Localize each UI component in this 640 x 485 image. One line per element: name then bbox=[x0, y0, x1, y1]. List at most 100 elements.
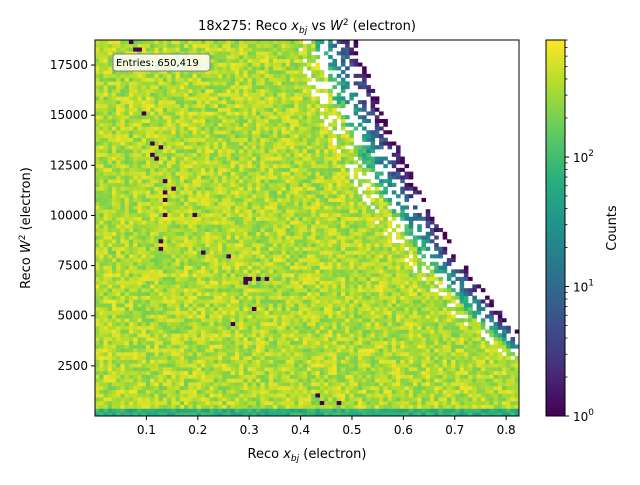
heatmap-cell bbox=[167, 374, 172, 379]
heatmap-cell bbox=[298, 145, 304, 150]
heatmap-cell bbox=[107, 197, 113, 202]
heatmap-cell bbox=[260, 322, 265, 327]
heatmap-cell bbox=[150, 359, 155, 364]
heatmap-cell bbox=[226, 400, 231, 406]
heatmap-cell bbox=[302, 382, 308, 387]
heatmap-cell bbox=[260, 58, 265, 63]
heatmap-cell bbox=[217, 348, 223, 353]
heatmap-cell bbox=[217, 197, 223, 202]
heatmap-cell bbox=[230, 355, 236, 360]
heatmap-cell bbox=[196, 400, 202, 406]
heatmap-cell bbox=[209, 85, 215, 90]
heatmap-cell bbox=[222, 370, 227, 375]
heatmap-cell bbox=[230, 231, 236, 236]
heatmap-cell bbox=[154, 111, 159, 116]
heatmap-cell bbox=[277, 367, 282, 372]
heatmap-cell bbox=[120, 209, 125, 214]
heatmap-cell bbox=[154, 81, 159, 86]
heatmap-cell bbox=[120, 303, 125, 308]
heatmap-cell bbox=[137, 160, 142, 165]
heatmap-cell bbox=[264, 400, 270, 406]
heatmap-cell bbox=[217, 118, 223, 124]
heatmap-cell bbox=[290, 348, 295, 353]
heatmap-cell bbox=[260, 246, 265, 251]
heatmap-cell bbox=[196, 179, 202, 184]
heatmap-cell bbox=[222, 393, 227, 398]
heatmap-cell bbox=[222, 137, 227, 142]
heatmap-cell bbox=[116, 164, 121, 169]
heatmap-cell bbox=[209, 370, 215, 375]
heatmap-cell bbox=[217, 205, 223, 210]
heatmap-cell bbox=[141, 190, 147, 195]
heatmap-cell bbox=[184, 314, 189, 319]
heatmap-cell bbox=[145, 355, 151, 360]
heatmap-cell bbox=[171, 85, 176, 90]
heatmap-cell bbox=[175, 179, 181, 184]
heatmap-cell bbox=[154, 160, 159, 165]
heatmap-cell bbox=[205, 269, 210, 274]
heatmap-cell bbox=[243, 88, 248, 93]
heatmap-cell bbox=[273, 231, 278, 236]
heatmap-cell bbox=[290, 126, 295, 131]
heatmap-cell bbox=[179, 261, 185, 266]
heatmap-cell bbox=[175, 355, 181, 360]
heatmap-cell bbox=[268, 73, 274, 78]
heatmap-cell bbox=[107, 393, 113, 398]
heatmap-cell bbox=[256, 337, 261, 342]
heatmap-cell bbox=[158, 337, 164, 342]
heatmap-cell bbox=[137, 118, 142, 124]
heatmap-cell bbox=[226, 216, 231, 221]
heatmap-cell bbox=[145, 51, 151, 56]
heatmap-cell bbox=[273, 107, 278, 112]
heatmap-cell bbox=[251, 265, 257, 270]
heatmap-cell bbox=[251, 141, 257, 146]
heatmap-cell bbox=[137, 145, 142, 150]
heatmap-cell bbox=[239, 348, 244, 353]
heatmap-cell bbox=[298, 265, 304, 270]
heatmap-cell bbox=[201, 164, 206, 169]
heatmap-cell bbox=[247, 288, 253, 293]
heatmap-cell bbox=[99, 92, 104, 97]
heatmap-cell bbox=[285, 47, 291, 52]
heatmap-cell bbox=[137, 81, 142, 86]
heatmap-cell bbox=[213, 295, 219, 300]
heatmap-cell bbox=[128, 171, 134, 176]
heatmap-cell bbox=[192, 295, 198, 300]
heatmap-cell bbox=[201, 322, 206, 327]
heatmap-cell bbox=[256, 55, 261, 60]
heatmap-cell bbox=[277, 288, 282, 293]
heatmap-cell bbox=[179, 397, 185, 402]
heatmap-cell bbox=[256, 243, 261, 248]
heatmap-cell bbox=[209, 171, 215, 176]
heatmap-cell bbox=[116, 359, 121, 364]
heatmap-cell bbox=[103, 145, 109, 150]
heatmap-cell bbox=[111, 126, 117, 131]
heatmap-cell bbox=[179, 100, 185, 105]
heatmap-cell bbox=[141, 134, 147, 139]
heatmap-cell bbox=[154, 344, 159, 349]
heatmap-cell bbox=[201, 231, 206, 236]
heatmap-cell bbox=[230, 152, 236, 157]
heatmap-cell bbox=[111, 378, 117, 383]
heatmap-cell bbox=[256, 216, 261, 221]
heatmap-cell bbox=[107, 288, 113, 293]
heatmap-cell bbox=[285, 265, 291, 270]
heatmap-cell bbox=[188, 220, 193, 225]
heatmap-cell bbox=[192, 258, 198, 263]
heatmap-cell bbox=[290, 66, 295, 71]
heatmap-cell bbox=[175, 77, 181, 82]
heatmap-cell bbox=[281, 340, 287, 345]
heatmap-cell bbox=[226, 276, 231, 281]
heatmap-cell bbox=[116, 40, 121, 45]
heatmap-cell bbox=[234, 393, 240, 398]
heatmap-cell bbox=[124, 374, 130, 379]
heatmap-cell bbox=[133, 73, 138, 78]
heatmap-cell bbox=[294, 348, 299, 353]
heatmap-cell bbox=[209, 92, 215, 97]
heatmap-cell bbox=[264, 269, 270, 274]
heatmap-cell bbox=[184, 250, 189, 255]
heatmap-cell bbox=[205, 85, 210, 90]
heatmap-cell bbox=[213, 273, 219, 278]
heatmap-cell bbox=[141, 51, 147, 56]
heatmap-cell bbox=[234, 306, 240, 312]
